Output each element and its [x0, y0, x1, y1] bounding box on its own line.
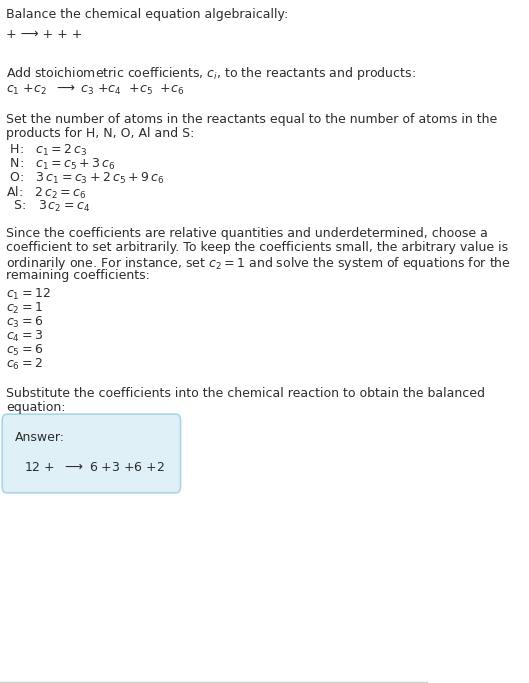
Text: coefficient to set arbitrarily. To keep the coefficients small, the arbitrary va: coefficient to set arbitrarily. To keep … — [6, 241, 508, 254]
FancyBboxPatch shape — [2, 414, 180, 493]
Text: $c_6 = 2$: $c_6 = 2$ — [6, 357, 43, 372]
Text: H:   $c_1 = 2\,c_3$: H: $c_1 = 2\,c_3$ — [6, 143, 88, 158]
Text: $c_1$ +$c_2$  $\longrightarrow$ $c_3$ +$c_4$  +$c_5$  +$c_6$: $c_1$ +$c_2$ $\longrightarrow$ $c_3$ +$c… — [6, 83, 185, 97]
Text: S:   $3\,c_2 = c_4$: S: $3\,c_2 = c_4$ — [6, 199, 90, 214]
Text: Answer:: Answer: — [15, 431, 65, 444]
Text: ordinarily one. For instance, set $c_2 = 1$ and solve the system of equations fo: ordinarily one. For instance, set $c_2 =… — [6, 255, 512, 272]
Text: $c_5 = 6$: $c_5 = 6$ — [6, 343, 44, 358]
Text: $c_1 = 12$: $c_1 = 12$ — [6, 287, 51, 302]
Text: Add stoichiometric coefficients, $c_i$, to the reactants and products:: Add stoichiometric coefficients, $c_i$, … — [6, 65, 416, 82]
Text: Balance the chemical equation algebraically:: Balance the chemical equation algebraica… — [6, 8, 289, 21]
Text: O:   $3\,c_1 = c_3 + 2\,c_5 + 9\,c_6$: O: $3\,c_1 = c_3 + 2\,c_5 + 9\,c_6$ — [6, 171, 165, 186]
Text: N:   $c_1 = c_5 + 3\,c_6$: N: $c_1 = c_5 + 3\,c_6$ — [6, 157, 116, 172]
Text: $c_2 = 1$: $c_2 = 1$ — [6, 301, 43, 316]
Text: Since the coefficients are relative quantities and underdetermined, choose a: Since the coefficients are relative quan… — [6, 227, 488, 240]
Text: equation:: equation: — [6, 401, 66, 414]
Text: products for H, N, O, Al and S:: products for H, N, O, Al and S: — [6, 127, 195, 140]
Text: $c_4 = 3$: $c_4 = 3$ — [6, 329, 43, 344]
Text: remaining coefficients:: remaining coefficients: — [6, 269, 150, 282]
Text: Substitute the coefficients into the chemical reaction to obtain the balanced: Substitute the coefficients into the che… — [6, 387, 486, 400]
Text: $12$ +  $\longrightarrow$ $6$ +$3$ +$6$ +$2$: $12$ + $\longrightarrow$ $6$ +$3$ +$6$ +… — [24, 461, 165, 474]
Text: + ⟶ + + +: + ⟶ + + + — [6, 28, 83, 41]
Text: Al:   $2\,c_2 = c_6$: Al: $2\,c_2 = c_6$ — [6, 185, 87, 201]
Text: Set the number of atoms in the reactants equal to the number of atoms in the: Set the number of atoms in the reactants… — [6, 113, 498, 126]
Text: $c_3 = 6$: $c_3 = 6$ — [6, 315, 44, 330]
